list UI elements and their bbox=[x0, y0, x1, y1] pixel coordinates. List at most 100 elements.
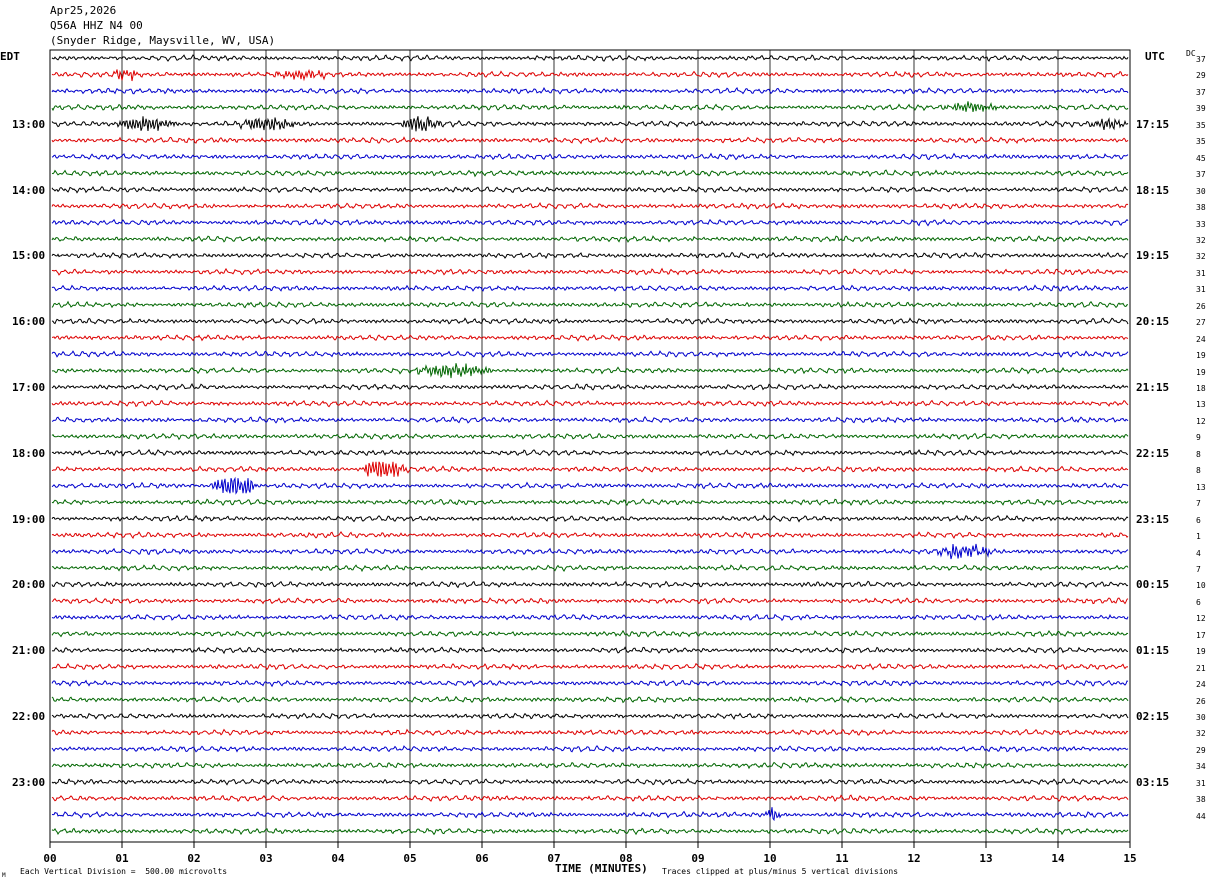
dc-offset-row-23: 9 bbox=[1196, 433, 1201, 443]
plot-frame bbox=[49, 49, 1131, 843]
trace-row-37 bbox=[51, 662, 1129, 671]
x-tick-label-14: 14 bbox=[1051, 852, 1065, 865]
trace-row-45 bbox=[51, 794, 1129, 802]
dc-offset-row-36: 19 bbox=[1196, 647, 1206, 657]
trace-row-20 bbox=[51, 382, 1129, 391]
trace-row-30 bbox=[51, 543, 1129, 560]
trace-row-3 bbox=[51, 101, 1129, 112]
footer-clip-note: Traces clipped at plus/minus 5 vertical … bbox=[662, 867, 899, 876]
trace-row-15 bbox=[51, 300, 1128, 309]
hour-label-utc: 22:15 bbox=[1136, 446, 1170, 460]
dc-offset-row-16: 27 bbox=[1196, 318, 1206, 328]
dc-offset-row-20: 18 bbox=[1196, 384, 1206, 393]
hour-label-edt: 17:00 bbox=[12, 381, 46, 394]
hour-label-utc: 01:15 bbox=[1136, 644, 1170, 658]
x-tick-label-08: 08 bbox=[619, 852, 633, 865]
dc-offset-row-21: 13 bbox=[1196, 400, 1206, 410]
trace-row-41 bbox=[51, 728, 1129, 736]
dc-offset-row-38: 24 bbox=[1196, 680, 1206, 690]
trace-row-47 bbox=[51, 827, 1129, 836]
trace-row-10 bbox=[51, 218, 1129, 227]
dc-offset-row-17: 24 bbox=[1196, 334, 1206, 344]
trace-row-44 bbox=[51, 777, 1129, 786]
trace-row-33 bbox=[51, 597, 1129, 605]
trace-row-5 bbox=[51, 136, 1129, 145]
trace-row-23 bbox=[51, 432, 1129, 441]
x-tick-label-00: 00 bbox=[43, 852, 57, 865]
dc-offset-row-46: 44 bbox=[1196, 811, 1206, 821]
dc-offset-row-10: 33 bbox=[1196, 219, 1206, 229]
dc-offset-row-6: 45 bbox=[1196, 153, 1206, 163]
hour-label-edt: 22:00 bbox=[12, 710, 46, 723]
footer-scale-note: Each Vertical Division = 500.00 microvol… bbox=[20, 867, 228, 876]
x-tick-label-05: 05 bbox=[403, 852, 417, 865]
trace-row-6 bbox=[51, 152, 1129, 161]
dc-offset-row-13: 31 bbox=[1196, 268, 1206, 278]
right-timezone-label: UTC bbox=[1145, 50, 1165, 63]
x-tick-label-06: 06 bbox=[475, 852, 489, 865]
dc-offset-row-14: 31 bbox=[1196, 285, 1206, 295]
dc-offset-row-1: 29 bbox=[1196, 71, 1206, 81]
hour-label-utc: 20:15 bbox=[1136, 315, 1170, 329]
trace-row-26 bbox=[51, 476, 1129, 495]
trace-row-42 bbox=[51, 744, 1129, 753]
trace-row-29 bbox=[51, 530, 1129, 540]
dc-offset-row-27: 7 bbox=[1196, 499, 1201, 509]
dc-offset-row-24: 8 bbox=[1196, 449, 1201, 459]
dc-offset-row-5: 35 bbox=[1196, 137, 1206, 147]
dc-offset-row-35: 17 bbox=[1196, 630, 1206, 640]
x-axis-label: TIME (MINUTES) bbox=[555, 862, 648, 875]
hour-label-utc: 19:15 bbox=[1136, 249, 1170, 263]
hour-label-utc: 21:15 bbox=[1136, 381, 1170, 394]
trace-row-40 bbox=[51, 711, 1129, 720]
trace-row-11 bbox=[51, 235, 1129, 243]
hour-label-edt: 21:00 bbox=[12, 644, 46, 658]
dc-offset-row-39: 26 bbox=[1196, 696, 1206, 706]
dc-offset-row-34: 12 bbox=[1196, 614, 1206, 624]
dc-offset-row-28: 6 bbox=[1196, 515, 1201, 525]
trace-row-31 bbox=[51, 564, 1129, 573]
corner-mark: M bbox=[2, 872, 6, 879]
trace-row-1 bbox=[51, 68, 1129, 82]
dc-offset-row-42: 29 bbox=[1196, 745, 1206, 755]
trace-row-39 bbox=[51, 695, 1129, 704]
dc-offset-row-33: 6 bbox=[1196, 597, 1201, 607]
x-tick-label-15: 15 bbox=[1123, 852, 1137, 865]
trace-row-27 bbox=[51, 498, 1129, 507]
header-station: Q56A HHZ N4 00 bbox=[50, 19, 143, 32]
trace-row-16 bbox=[51, 317, 1129, 325]
dc-offset-row-44: 31 bbox=[1196, 778, 1206, 788]
dc-offset-row-4: 35 bbox=[1196, 120, 1206, 130]
trace-row-21 bbox=[51, 399, 1129, 408]
dc-offset-row-3: 39 bbox=[1196, 104, 1206, 114]
trace-row-22 bbox=[51, 415, 1129, 424]
trace-row-19 bbox=[52, 363, 1129, 379]
trace-row-4 bbox=[51, 116, 1129, 132]
dc-offset-row-40: 30 bbox=[1196, 713, 1206, 722]
header-location: (Snyder Ridge, Maysville, WV, USA) bbox=[50, 34, 276, 47]
dc-offset-row-18: 19 bbox=[1196, 351, 1206, 361]
trace-row-25 bbox=[51, 461, 1129, 477]
trace-row-32 bbox=[51, 580, 1129, 589]
dc-offset-row-43: 34 bbox=[1196, 762, 1206, 772]
trace-row-43 bbox=[51, 761, 1129, 770]
hour-label-edt: 16:00 bbox=[12, 315, 46, 329]
x-tick-label-11: 11 bbox=[835, 852, 849, 865]
hour-label-utc: 23:15 bbox=[1136, 512, 1170, 526]
x-tick-label-03: 03 bbox=[259, 852, 273, 865]
dc-offset-row-19: 19 bbox=[1196, 367, 1206, 377]
x-tick-label-12: 12 bbox=[907, 852, 921, 865]
x-tick-label-09: 09 bbox=[691, 852, 705, 865]
dc-offset-row-25: 8 bbox=[1196, 466, 1201, 476]
hour-label-utc: 00:15 bbox=[1136, 578, 1170, 592]
trace-row-18 bbox=[51, 350, 1129, 358]
dc-offset-header: DC bbox=[1186, 49, 1196, 58]
trace-row-0 bbox=[51, 54, 1129, 62]
trace-row-13 bbox=[51, 267, 1129, 276]
trace-row-14 bbox=[51, 284, 1129, 292]
hour-label-utc: 17:15 bbox=[1136, 117, 1170, 131]
header-date: Apr25,2026 bbox=[50, 4, 117, 17]
dc-offset-row-29: 1 bbox=[1196, 532, 1201, 542]
dc-offset-row-26: 13 bbox=[1196, 482, 1206, 492]
trace-row-8 bbox=[51, 185, 1129, 194]
